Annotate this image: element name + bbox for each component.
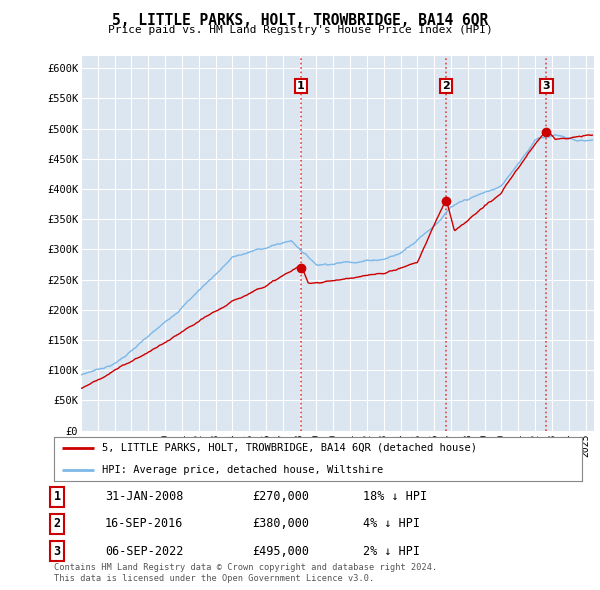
Text: 16-SEP-2016: 16-SEP-2016 bbox=[105, 517, 184, 530]
Text: 1: 1 bbox=[297, 81, 305, 91]
Text: 06-SEP-2022: 06-SEP-2022 bbox=[105, 545, 184, 558]
Text: 2: 2 bbox=[53, 517, 61, 530]
Text: 31-JAN-2008: 31-JAN-2008 bbox=[105, 490, 184, 503]
Text: This data is licensed under the Open Government Licence v3.0.: This data is licensed under the Open Gov… bbox=[54, 574, 374, 583]
Text: £270,000: £270,000 bbox=[252, 490, 309, 503]
Text: Price paid vs. HM Land Registry's House Price Index (HPI): Price paid vs. HM Land Registry's House … bbox=[107, 25, 493, 35]
Text: 1: 1 bbox=[53, 490, 61, 503]
Text: 5, LITTLE PARKS, HOLT, TROWBRIDGE, BA14 6QR: 5, LITTLE PARKS, HOLT, TROWBRIDGE, BA14 … bbox=[112, 13, 488, 28]
Text: £495,000: £495,000 bbox=[252, 545, 309, 558]
Text: 3: 3 bbox=[53, 545, 61, 558]
Text: 2: 2 bbox=[442, 81, 450, 91]
Text: 4% ↓ HPI: 4% ↓ HPI bbox=[363, 517, 420, 530]
Text: 18% ↓ HPI: 18% ↓ HPI bbox=[363, 490, 427, 503]
Text: 3: 3 bbox=[542, 81, 550, 91]
Text: Contains HM Land Registry data © Crown copyright and database right 2024.: Contains HM Land Registry data © Crown c… bbox=[54, 563, 437, 572]
Text: 5, LITTLE PARKS, HOLT, TROWBRIDGE, BA14 6QR (detached house): 5, LITTLE PARKS, HOLT, TROWBRIDGE, BA14 … bbox=[101, 442, 476, 453]
Text: HPI: Average price, detached house, Wiltshire: HPI: Average price, detached house, Wilt… bbox=[101, 465, 383, 475]
Text: 2% ↓ HPI: 2% ↓ HPI bbox=[363, 545, 420, 558]
Text: £380,000: £380,000 bbox=[252, 517, 309, 530]
